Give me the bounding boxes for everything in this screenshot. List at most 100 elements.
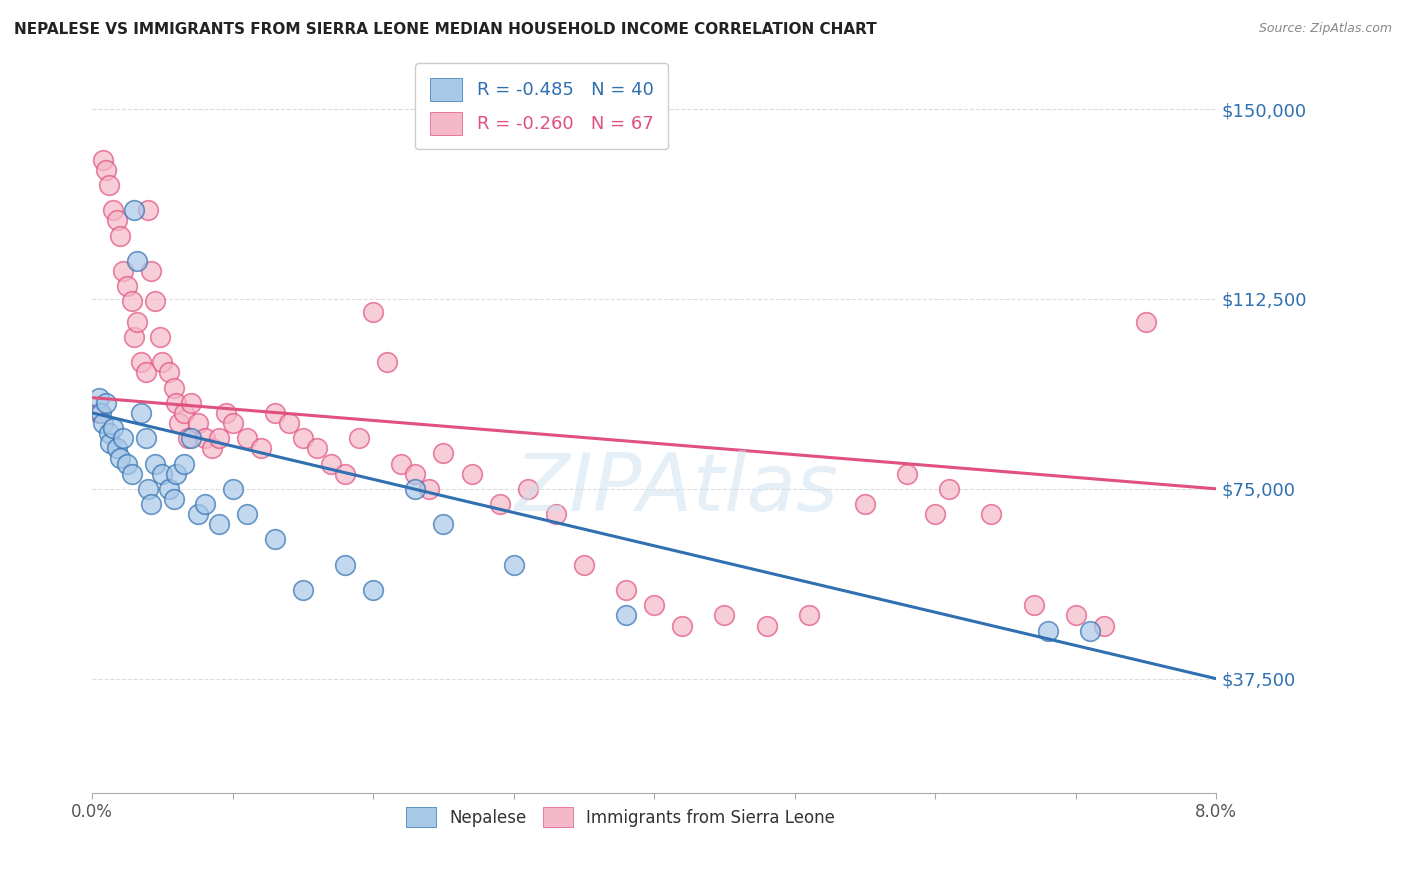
Point (208, 431, 231, 445)
Point (460, 467, 482, 481)
Point (671, 618, 693, 632)
Point (1064, 608, 1087, 623)
Point (375, 355, 398, 369)
Point (138, 203, 160, 218)
Point (138, 482, 160, 496)
Point (235, 507, 257, 521)
Point (90, 406, 112, 420)
Point (180, 431, 202, 445)
Point (333, 467, 356, 481)
Point (544, 507, 567, 521)
Point (169, 416, 191, 430)
Point (263, 406, 285, 420)
Point (361, 304, 384, 318)
Point (149, 330, 172, 344)
Point (643, 599, 665, 613)
Point (418, 482, 440, 496)
Point (121, 467, 143, 481)
Point (112, 431, 135, 445)
Point (221, 482, 243, 496)
Point (1135, 315, 1157, 329)
Point (404, 467, 426, 481)
Point (713, 608, 735, 623)
Point (173, 406, 195, 420)
Point (291, 583, 314, 598)
Point (389, 457, 412, 471)
Point (221, 416, 243, 430)
Point (159, 482, 181, 496)
Point (516, 482, 538, 496)
Point (938, 482, 960, 496)
Point (980, 507, 1002, 521)
Point (112, 264, 135, 278)
Point (1078, 624, 1101, 638)
Point (432, 517, 454, 532)
Point (319, 457, 342, 471)
Text: NEPALESE VS IMMIGRANTS FROM SIERRA LEONE MEDIAN HOUSEHOLD INCOME CORRELATION CHA: NEPALESE VS IMMIGRANTS FROM SIERRA LEONE… (14, 22, 877, 37)
Point (291, 431, 314, 445)
Point (614, 583, 637, 598)
Point (488, 497, 510, 511)
Point (110, 228, 132, 243)
Point (135, 365, 157, 379)
Point (98, 178, 121, 192)
Point (361, 583, 384, 598)
Point (163, 380, 186, 394)
Point (107, 442, 129, 456)
Point (333, 558, 356, 572)
Point (263, 533, 285, 547)
Point (235, 431, 257, 445)
Point (853, 497, 876, 511)
Point (166, 395, 188, 409)
Point (152, 467, 174, 481)
Point (117, 279, 139, 293)
Point (127, 315, 149, 329)
Point (103, 421, 125, 435)
Point (152, 355, 174, 369)
Point (572, 558, 595, 572)
Point (103, 203, 125, 218)
Point (432, 446, 454, 460)
Point (135, 431, 157, 445)
Point (194, 431, 217, 445)
Legend: Nepalese, Immigrants from Sierra Leone: Nepalese, Immigrants from Sierra Leone (398, 799, 844, 835)
Point (215, 406, 238, 420)
Point (145, 294, 167, 309)
Point (1022, 599, 1045, 613)
Point (124, 203, 146, 218)
Point (180, 395, 202, 409)
Point (173, 457, 195, 471)
Point (110, 451, 132, 466)
Point (201, 442, 224, 456)
Point (145, 457, 167, 471)
Point (177, 431, 200, 445)
Point (121, 294, 143, 309)
Point (166, 467, 188, 481)
Point (347, 431, 370, 445)
Point (159, 365, 181, 379)
Point (127, 254, 149, 268)
Point (404, 482, 426, 496)
Point (141, 264, 163, 278)
Point (131, 355, 153, 369)
Point (117, 457, 139, 471)
Point (614, 608, 637, 623)
Point (100, 436, 122, 450)
Point (896, 467, 918, 481)
Point (131, 406, 153, 420)
Point (277, 416, 299, 430)
Point (93, 153, 115, 167)
Text: ZIPAtlas: ZIPAtlas (515, 450, 838, 527)
Text: Source: ZipAtlas.com: Source: ZipAtlas.com (1258, 22, 1392, 36)
Point (163, 491, 186, 506)
Point (89, 406, 111, 420)
Point (194, 497, 217, 511)
Point (124, 330, 146, 344)
Point (187, 507, 209, 521)
Point (98, 426, 121, 441)
Point (208, 517, 231, 532)
Point (141, 497, 163, 511)
Point (96, 162, 118, 177)
Point (797, 608, 820, 623)
Point (305, 442, 328, 456)
